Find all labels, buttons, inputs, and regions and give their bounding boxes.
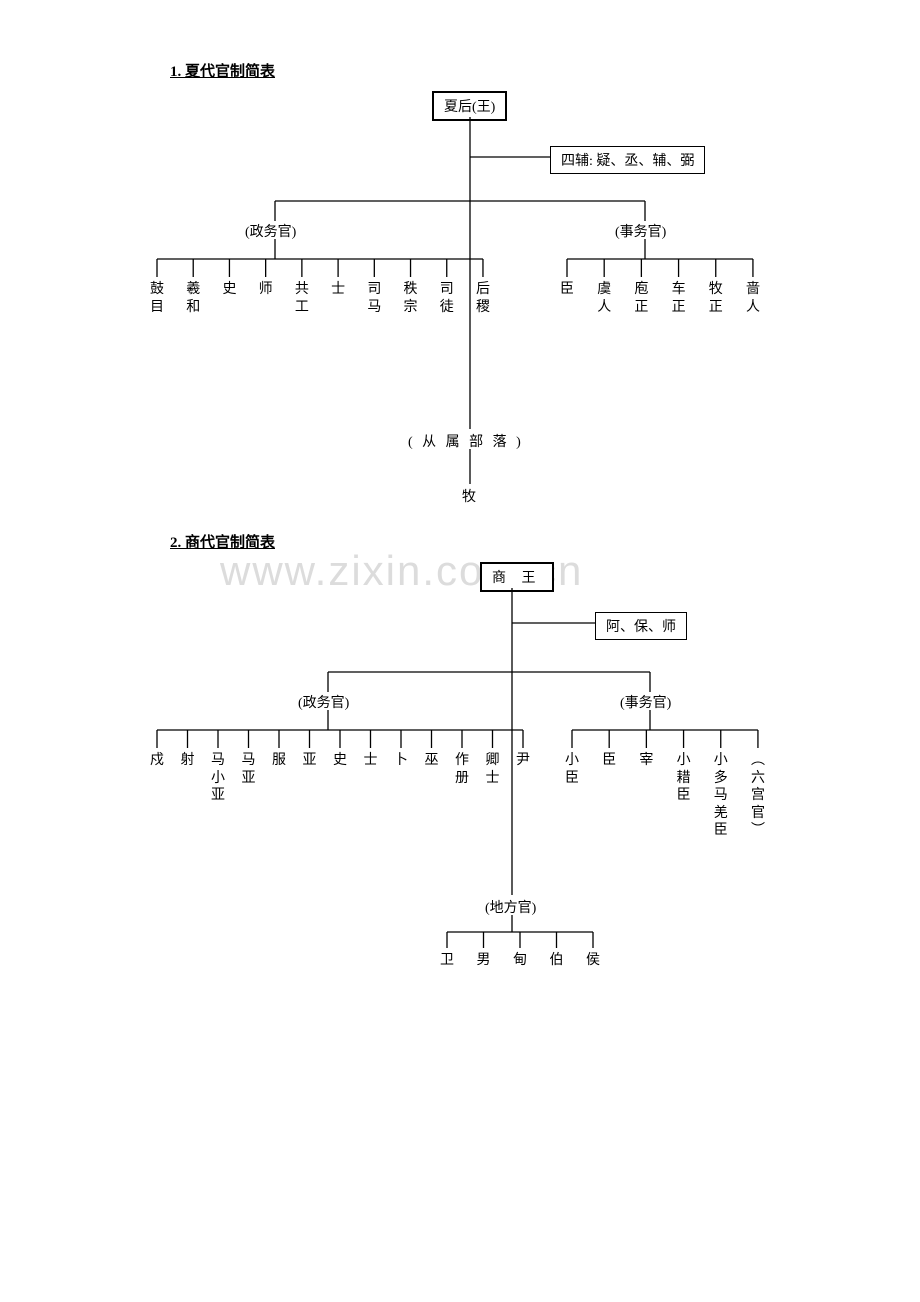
leaf-node: 羲和 (186, 281, 200, 316)
leaf-node: 服 (272, 752, 286, 770)
leaf-node: 尹 (516, 752, 530, 770)
leaf-node: 男 (477, 952, 491, 970)
leaf-node: 史 (222, 281, 236, 299)
d1-left-label: (政务官) (245, 221, 296, 241)
leaf-node: 小耤臣 (677, 752, 691, 805)
d1-right-label: (事务官) (615, 221, 666, 241)
leaf-node: 马亚 (242, 752, 256, 787)
leaf-node: 司徒 (440, 281, 454, 316)
leaf-node: 虞人 (597, 281, 611, 316)
d1-bottom-label: ( 从 属 部 落 ) (408, 431, 524, 451)
leaf-node: 啬人 (746, 281, 760, 316)
diagram-xia: 夏后(王) 四辅: 疑、丞、辅、弼 (政务官) (事务官) 鼓目羲和 史 师 共工 士 司… (150, 91, 770, 521)
d1-bottom-leaf: 牧 (462, 486, 476, 506)
leaf-node: 射 (181, 752, 195, 770)
leaf-node: 亚 (303, 752, 317, 770)
leaf-node: 甸 (513, 952, 527, 970)
leaf-node: 士 (331, 281, 345, 299)
leaf-node: 戍 (150, 752, 164, 770)
d2-bottom-label: (地方官) (485, 897, 536, 917)
d1-right-leaves: 臣 虞人庖正车正牧正啬人 (560, 281, 760, 316)
d2-left-leaves: 戍射 马小亚 马亚服亚史士卜巫作册卿士尹 (150, 752, 530, 805)
d2-right-leaves: 小臣 臣 宰 小耤臣 小多马羌臣 ︵六宫官︶ (565, 752, 765, 840)
d2-aux: 阿、保、师 (595, 612, 687, 640)
leaf-node: 伯 (550, 952, 564, 970)
leaf-node: ︵六宫官︶ (751, 752, 765, 840)
section1-title: 1. 夏代官制简表 (170, 60, 770, 81)
d2-bottom-leaves: 卫男甸伯侯 (440, 952, 600, 970)
leaf-node: 臣 (602, 752, 616, 770)
leaf-node: 牧正 (709, 281, 723, 316)
leaf-node: 共工 (295, 281, 309, 316)
d2-right-label: (事务官) (620, 692, 671, 712)
leaf-node: 侯 (586, 952, 600, 970)
leaf-node: 史 (333, 752, 347, 770)
d2-left-label: (政务官) (298, 692, 349, 712)
leaf-node: 臣 (560, 281, 574, 299)
leaf-node: 卫 (440, 952, 454, 970)
leaf-node: 秩宗 (404, 281, 418, 316)
leaf-node: 鼓目 (150, 281, 164, 316)
leaf-node: 小多马羌臣 (714, 752, 728, 840)
d2-root: 商 王 (480, 562, 554, 592)
leaf-node: 司马 (367, 281, 381, 316)
leaf-node: 作册 (455, 752, 469, 787)
leaf-node: 士 (364, 752, 378, 770)
leaf-node: 宰 (639, 752, 653, 770)
leaf-node: 卜 (394, 752, 408, 770)
leaf-node: 车正 (672, 281, 686, 316)
d1-root: 夏后(王) (432, 91, 507, 121)
diagram-shang: www.zixin.com.cn 商 王 阿、保、师 (政务官) (事务官) 戍… (150, 562, 770, 1012)
d1-left-leaves: 鼓目羲和 史 师 共工 士 司马秩宗司徒后稷 (150, 281, 490, 316)
leaf-node: 马小亚 (211, 752, 225, 805)
leaf-node: 小臣 (565, 752, 579, 787)
leaf-node: 师 (259, 281, 273, 299)
leaf-node: 庖正 (634, 281, 648, 316)
leaf-node: 后稷 (476, 281, 490, 316)
leaf-node: 巫 (425, 752, 439, 770)
leaf-node: 卿士 (486, 752, 500, 787)
d1-aux: 四辅: 疑、丞、辅、弼 (550, 146, 705, 174)
